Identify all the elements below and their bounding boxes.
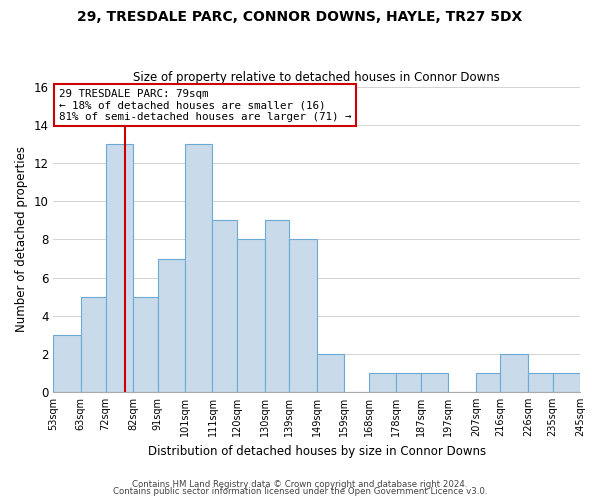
Bar (185, 144, 212, 392)
Y-axis label: Number of detached properties: Number of detached properties (15, 146, 28, 332)
X-axis label: Distribution of detached houses by size in Connor Downs: Distribution of detached houses by size … (148, 444, 486, 458)
Bar (500, 354, 528, 392)
Bar (476, 373, 500, 392)
Bar (317, 354, 344, 392)
Bar (289, 240, 317, 392)
Bar (212, 220, 237, 392)
Bar (369, 373, 396, 392)
Bar (528, 373, 553, 392)
Bar (396, 373, 421, 392)
Bar (421, 373, 448, 392)
Bar (553, 373, 580, 392)
Bar (81, 296, 106, 392)
Title: Size of property relative to detached houses in Connor Downs: Size of property relative to detached ho… (133, 72, 500, 85)
Bar (53, 335, 81, 392)
Text: Contains public sector information licensed under the Open Government Licence v3: Contains public sector information licen… (113, 487, 487, 496)
Bar (133, 296, 158, 392)
Text: 29 TRESDALE PARC: 79sqm
← 18% of detached houses are smaller (16)
81% of semi-de: 29 TRESDALE PARC: 79sqm ← 18% of detache… (59, 88, 351, 122)
Text: Contains HM Land Registry data © Crown copyright and database right 2024.: Contains HM Land Registry data © Crown c… (132, 480, 468, 489)
Bar (265, 220, 289, 392)
Text: 29, TRESDALE PARC, CONNOR DOWNS, HAYLE, TR27 5DX: 29, TRESDALE PARC, CONNOR DOWNS, HAYLE, … (77, 10, 523, 24)
Bar (237, 240, 265, 392)
Bar (158, 258, 185, 392)
Bar (106, 144, 133, 392)
